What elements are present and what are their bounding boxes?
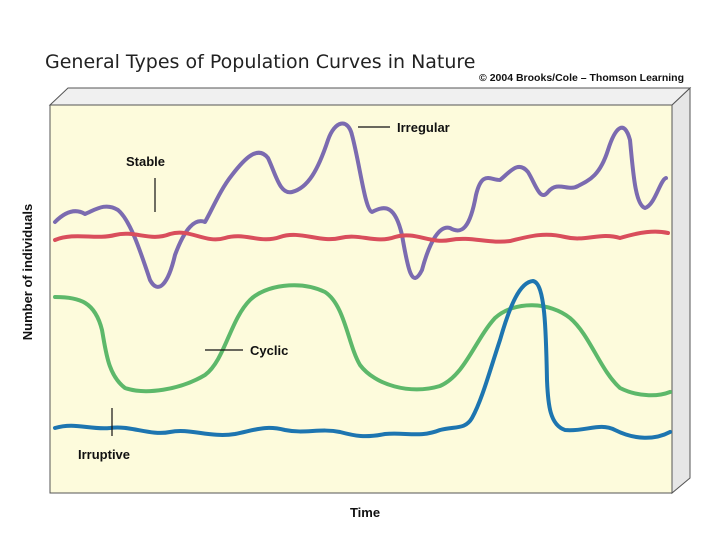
box-top [48, 87, 692, 106]
box-side [671, 86, 691, 495]
copyright: © 2004 Brooks/Cole – Thomson Learning [479, 72, 684, 84]
cyclic-label: Cyclic [250, 343, 288, 358]
irruptive-label: Irruptive [78, 447, 130, 462]
stable-curve [53, 229, 670, 244]
irruptive-curve [53, 279, 672, 440]
y-axis-label: Number of individuals [20, 204, 35, 341]
title: General Types of Population Curves in Na… [45, 51, 476, 73]
irregular-label: Irregular [397, 120, 450, 135]
stable-label: Stable [126, 154, 165, 169]
irregular-curve [53, 121, 668, 289]
x-axis-label: Time [350, 505, 380, 520]
cyclic-curve [53, 283, 672, 398]
